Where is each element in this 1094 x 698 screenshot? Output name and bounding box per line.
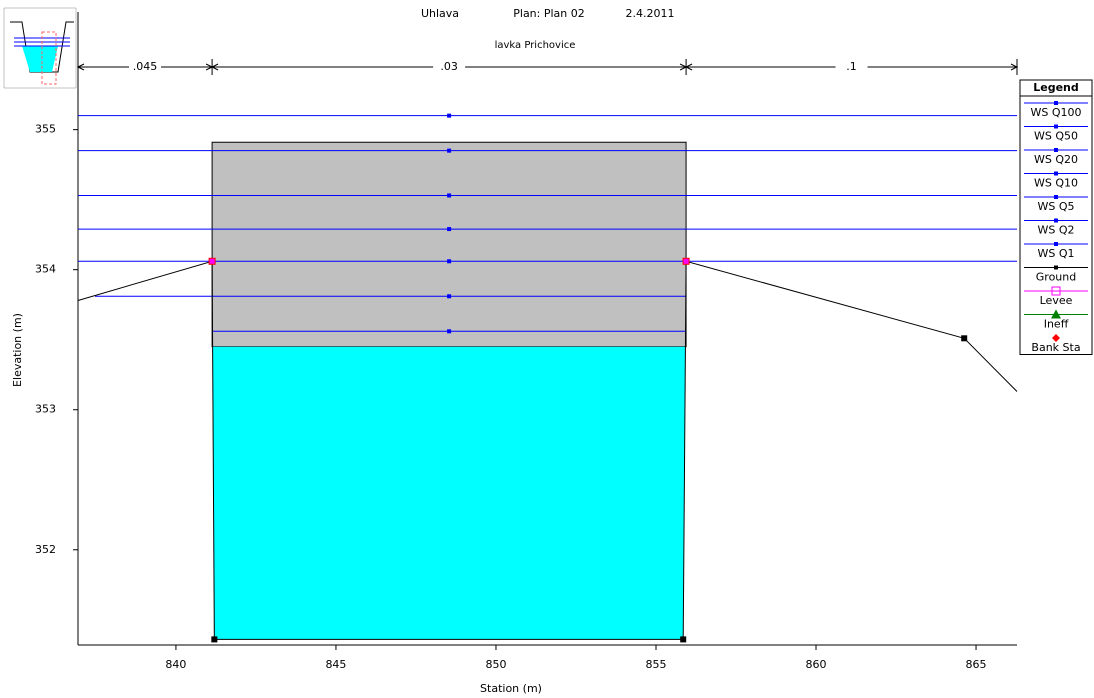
y-tick-label: 352 bbox=[35, 543, 56, 556]
legend-label: Ground bbox=[1036, 271, 1076, 284]
ws-marker bbox=[447, 294, 451, 298]
legend-symbol bbox=[1054, 172, 1058, 176]
legend-label: Ineff bbox=[1044, 318, 1069, 331]
ws-marker bbox=[447, 149, 451, 153]
legend-symbol bbox=[1054, 219, 1058, 223]
x-tick-label: 845 bbox=[325, 658, 346, 671]
x-tick-label: 850 bbox=[485, 658, 506, 671]
page: Uhlava Plan: Plan 02 2.4.2011 lavka Pric… bbox=[0, 0, 1094, 698]
legend-label: Levee bbox=[1040, 294, 1073, 307]
ground-point bbox=[961, 335, 967, 341]
ground-point bbox=[680, 636, 686, 642]
thumbnail bbox=[4, 8, 76, 88]
ws-marker bbox=[447, 227, 451, 231]
x-axis-label: Station (m) bbox=[480, 682, 542, 695]
y-tick-label: 355 bbox=[35, 123, 56, 136]
legend-symbol bbox=[1054, 242, 1058, 246]
n-label: .1 bbox=[846, 60, 857, 73]
bank-station bbox=[683, 258, 689, 264]
y-tick-label: 354 bbox=[35, 263, 56, 276]
x-tick-label: 865 bbox=[966, 658, 987, 671]
n-label: .045 bbox=[133, 60, 158, 73]
ws-marker bbox=[447, 193, 451, 197]
chart: Uhlava Plan: Plan 02 2.4.2011 lavka Pric… bbox=[0, 0, 1094, 698]
legend-label: WS Q2 bbox=[1037, 224, 1074, 237]
legend-symbol bbox=[1054, 195, 1058, 199]
ws-marker bbox=[447, 329, 451, 333]
legend-title: Legend bbox=[1033, 81, 1079, 94]
bank-station bbox=[209, 258, 215, 264]
legend-label: WS Q10 bbox=[1034, 177, 1078, 190]
legend-label: WS Q50 bbox=[1034, 130, 1078, 143]
legend-label: WS Q20 bbox=[1034, 153, 1078, 166]
subtitle: lavka Prichovice bbox=[495, 40, 576, 51]
legend-symbol bbox=[1054, 101, 1058, 105]
legend-symbol bbox=[1054, 266, 1058, 270]
y-axis-label: Elevation (m) bbox=[11, 313, 24, 387]
ws-marker bbox=[447, 259, 451, 263]
legend-label: WS Q100 bbox=[1030, 106, 1081, 119]
bridge-deck bbox=[212, 142, 686, 346]
x-tick-label: 855 bbox=[645, 658, 666, 671]
y-tick-label: 353 bbox=[35, 403, 56, 416]
legend-label: Bank Sta bbox=[1031, 341, 1080, 354]
legend-symbol bbox=[1054, 148, 1058, 152]
ws-marker bbox=[447, 114, 451, 118]
legend-label: WS Q1 bbox=[1037, 247, 1074, 260]
ground-point bbox=[211, 636, 217, 642]
n-label: .03 bbox=[440, 60, 458, 73]
title-date: 2.4.2011 bbox=[626, 7, 675, 20]
legend-label: WS Q5 bbox=[1037, 200, 1074, 213]
x-tick-label: 860 bbox=[806, 658, 827, 671]
title-river: Uhlava bbox=[421, 7, 459, 20]
x-tick-label: 840 bbox=[165, 658, 186, 671]
legend-symbol bbox=[1054, 125, 1058, 129]
title-plan: Plan: Plan 02 bbox=[513, 7, 585, 20]
legend: Legend WS Q100 WS Q50 WS Q20 WS Q10 WS Q5 WS Q… bbox=[1020, 80, 1092, 355]
